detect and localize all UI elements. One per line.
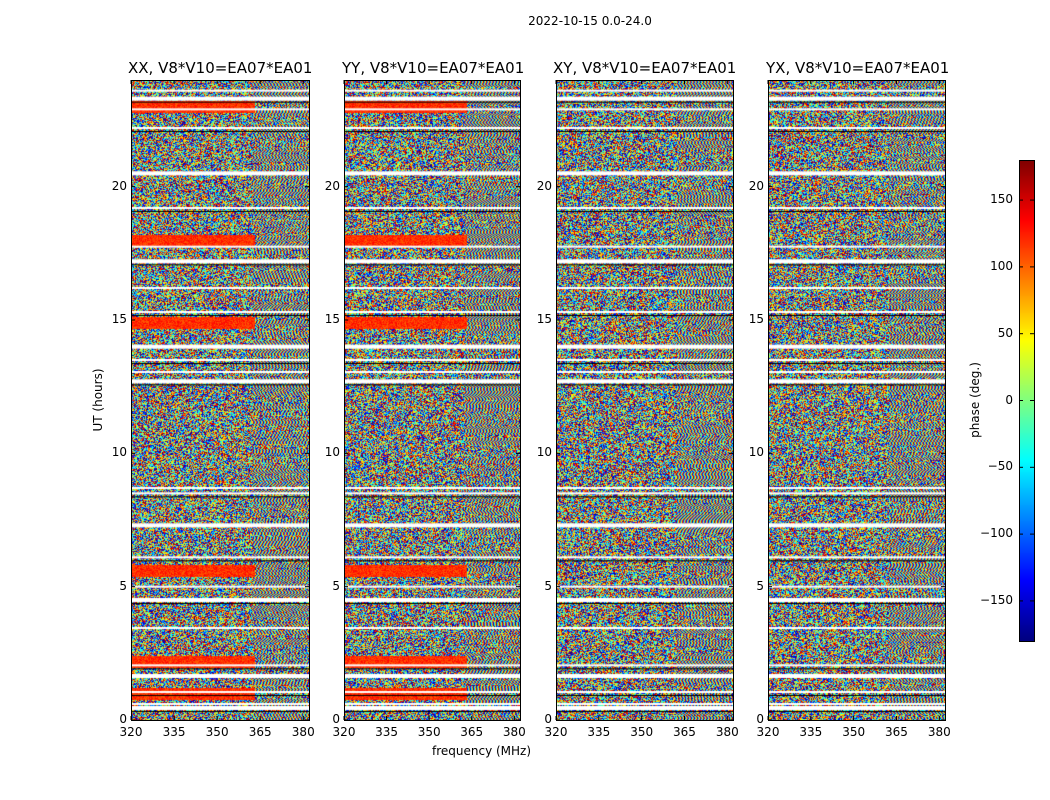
y-tick-label: 20 (324, 178, 340, 193)
heatmap-xx (131, 80, 309, 720)
figure-suptitle: 2022-10-15 0.0-24.0 (528, 14, 652, 28)
y-tick-label: 15 (748, 312, 764, 326)
colorbar (1019, 160, 1034, 641)
x-tick-label: 320 (544, 725, 568, 739)
x-tick-label: 380 (927, 725, 951, 739)
y-tick-label: 20 (748, 178, 764, 193)
heatmap-xy (556, 80, 733, 720)
panel-frame-3 (768, 80, 946, 721)
x-tick-label: 350 (842, 725, 866, 739)
x-tick-label: 365 (248, 725, 272, 739)
x-tick-label: 365 (460, 725, 484, 739)
y-axis-label: UT (hours) (91, 368, 105, 432)
y-tick-label: 5 (756, 578, 764, 593)
x-tick-label: 380 (291, 725, 315, 739)
x-tick-label: 350 (630, 725, 654, 739)
y-tick-label: 10 (111, 445, 127, 460)
y-tick-label: 0 (544, 712, 552, 726)
y-tick-label: 10 (324, 445, 340, 460)
y-tick-label: 15 (536, 312, 552, 326)
x-tick-label: 350 (205, 725, 229, 739)
x-tick-label: 365 (885, 725, 908, 739)
y-tick-label: 15 (324, 312, 340, 326)
x-tick-label: 320 (756, 725, 780, 739)
y-tick-label: 10 (536, 445, 552, 460)
panel-title-yx: YX, V8*V10=EA07*EA01 (766, 59, 950, 77)
y-tick-label: 0 (119, 712, 127, 726)
panel-title-xx: XX, V8*V10=EA07*EA01 (128, 59, 313, 77)
x-tick-label: 335 (587, 725, 611, 739)
x-axis-label: frequency (MHz) (432, 744, 532, 758)
x-tick-label: 320 (119, 725, 143, 739)
colorbar-tick-label: 0 (1005, 392, 1013, 407)
colorbar-tick-label: 50 (997, 325, 1013, 340)
panel-title-yy: YY, V8*V10=EA07*EA01 (342, 59, 525, 77)
heatmap-yy (344, 80, 520, 720)
x-tick-label: 320 (332, 725, 356, 739)
x-tick-label: 335 (375, 725, 399, 739)
y-tick-label: 5 (119, 578, 127, 593)
x-tick-label: 335 (799, 725, 823, 739)
y-tick-label: 5 (544, 578, 552, 593)
colorbar-tick-label: −150 (980, 592, 1013, 607)
y-tick-label: 20 (111, 178, 127, 193)
y-tick-label: 10 (748, 445, 764, 460)
colorbar-tick-label: 150 (990, 192, 1013, 207)
x-tick-label: 380 (715, 725, 739, 739)
y-tick-label: 0 (756, 712, 764, 726)
x-tick-label: 350 (417, 725, 441, 739)
x-tick-label: 335 (162, 725, 186, 739)
x-tick-label: 365 (673, 725, 696, 739)
colorbar-tick-label: −50 (987, 459, 1013, 474)
y-tick-label: 5 (332, 578, 340, 593)
y-tick-label: 0 (332, 712, 340, 726)
panel-frame-1 (344, 80, 521, 721)
panel-frame-2 (556, 80, 734, 721)
colorbar-tick-label: 100 (990, 258, 1013, 273)
panel-title-xy: XY, V8*V10=EA07*EA01 (553, 59, 737, 77)
heatmap-yx (768, 80, 945, 720)
panel-frame-0 (131, 80, 310, 721)
x-tick-label: 380 (502, 725, 526, 739)
colorbar-tick-label: −100 (980, 526, 1013, 541)
y-tick-label: 15 (111, 312, 127, 326)
y-tick-label: 20 (536, 178, 552, 193)
